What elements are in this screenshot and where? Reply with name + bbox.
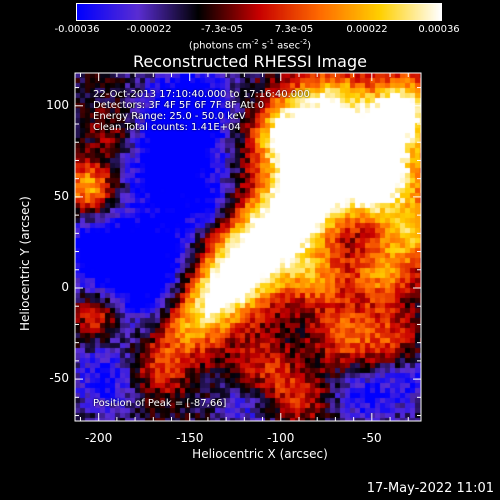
x-tick-label: -50: [362, 431, 382, 445]
colorbar-tick-label: -0.00036: [54, 24, 100, 35]
colorbar-units: (photons cm-2 s-1 asec-2): [188, 38, 312, 52]
colorbar-tick-label: 0.00036: [418, 24, 460, 35]
colorbar-tick-label: -7.3e-05: [201, 24, 243, 35]
y-tick-label: 50: [53, 188, 69, 203]
chart-title: Reconstructed RHESSI Image: [133, 52, 367, 71]
colorbar-tick-label: 0.00022: [346, 24, 388, 35]
footer-timestamp: 17-May-2022 11:01: [366, 481, 494, 496]
info-line-energy: Energy Range: 25.0 - 50.0 keV: [93, 111, 246, 122]
info-line-detectors: Detectors: 3F 4F 5F 6F 7F 8F Att 0: [93, 100, 265, 111]
info-line-time: 22-Oct-2013 17:10:40.000 to 17:16:40.000: [93, 89, 310, 100]
colorbar-tick-label: -0.00022: [126, 24, 172, 35]
x-tick-label: -150: [176, 431, 204, 445]
x-tick-label: -200: [85, 431, 113, 445]
x-axis-label: Heliocentric X (arcsec): [192, 447, 328, 461]
y-tick-label: -50: [49, 371, 69, 386]
x-tick-label: -100: [267, 431, 295, 445]
colorbar-tick-label: 7.3e-05: [274, 24, 314, 35]
info-block: 22-Oct-2013 17:10:40.000 to 17:16:40.000…: [93, 89, 310, 133]
y-tick-label: 100: [46, 97, 69, 112]
colorbar-gradient: [77, 4, 441, 20]
info-line-counts: Clean Total counts: 1.41E+04: [93, 122, 241, 133]
peak-label: Position of Peak = [-87,66]: [93, 398, 227, 409]
colorbar: [76, 3, 442, 21]
y-tick-label: 0: [61, 279, 69, 294]
y-axis-label: Heliocentric Y (arcsec): [18, 196, 32, 331]
